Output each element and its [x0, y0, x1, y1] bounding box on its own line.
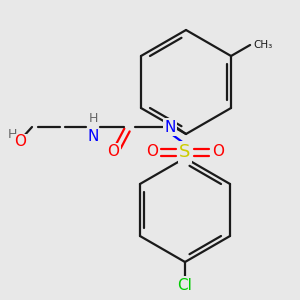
- Text: O: O: [146, 145, 158, 160]
- Text: S: S: [179, 143, 191, 161]
- Text: O: O: [14, 134, 26, 149]
- Text: N: N: [164, 119, 176, 134]
- Text: CH₃: CH₃: [253, 40, 272, 50]
- Text: O: O: [107, 145, 119, 160]
- Text: O: O: [212, 145, 224, 160]
- Text: N: N: [87, 129, 99, 144]
- Text: Cl: Cl: [178, 278, 192, 292]
- Text: H: H: [88, 112, 98, 125]
- Text: H: H: [7, 128, 17, 142]
